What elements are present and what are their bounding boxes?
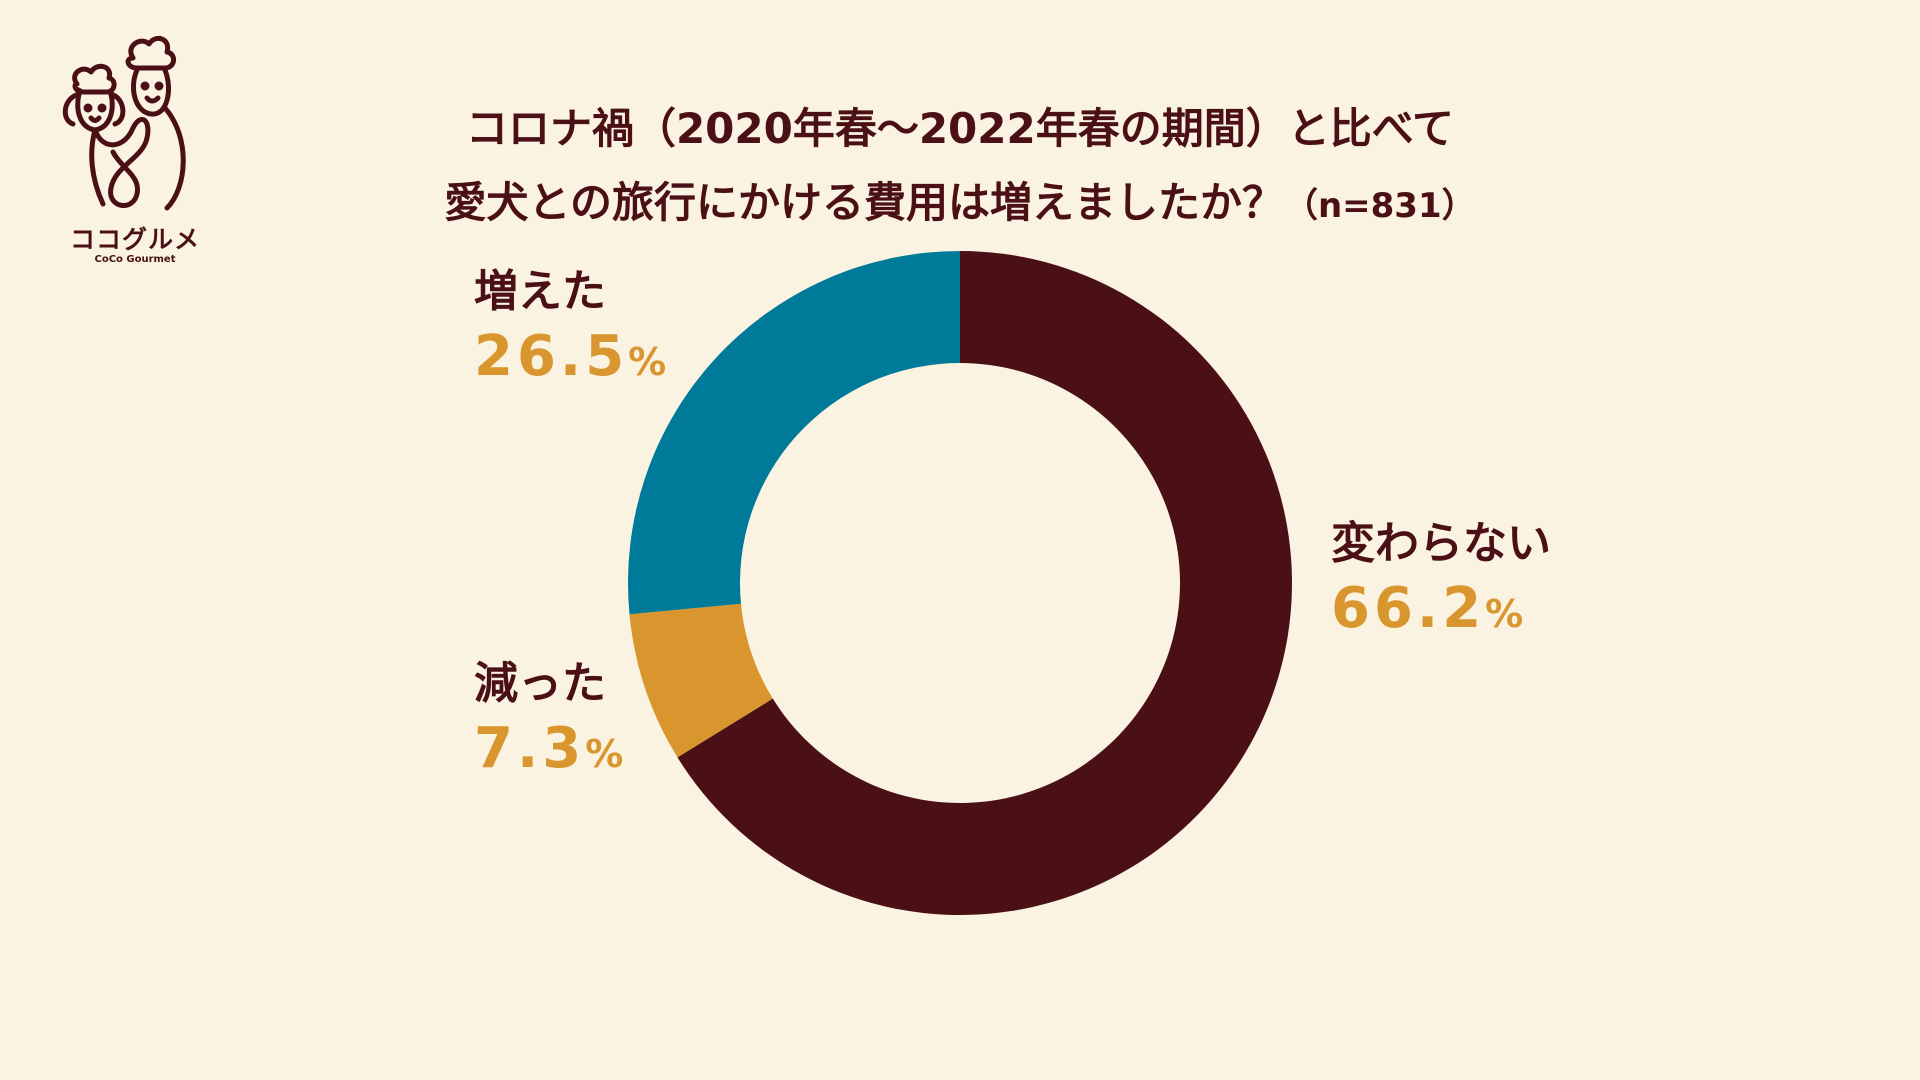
slice-decreased xyxy=(629,603,773,758)
coco-gourmet-logo: ココグルメ CoCo Gourmet xyxy=(55,28,215,265)
chart-title: コロナ禍（2020年春〜2022年春の期間）と比べて 愛犬との旅行にかける費用は… xyxy=(0,92,1920,243)
title-line-1: コロナ禍（2020年春〜2022年春の期間）と比べて xyxy=(465,104,1455,153)
label-unchanged-unit: % xyxy=(1485,592,1524,636)
logo-name: ココグルメ xyxy=(69,225,200,254)
slice-increased xyxy=(628,250,960,615)
label-unchanged: 変わらない 66.2% xyxy=(1331,515,1551,650)
label-decreased: 減った 7.3% xyxy=(474,655,623,790)
label-decreased-unit: % xyxy=(585,732,624,776)
label-increased: 増えた 26.5% xyxy=(474,263,666,398)
label-increased-percent: 26.5 xyxy=(474,324,629,389)
label-decreased-name: 減った xyxy=(474,658,606,709)
label-decreased-value: 7.3% xyxy=(474,713,623,790)
title-line-2: 愛犬との旅行にかける費用は増えましたか？ xyxy=(444,178,1284,227)
label-increased-unit: % xyxy=(628,340,667,384)
dog-and-person-logo-icon xyxy=(62,35,186,211)
label-unchanged-name: 変わらない xyxy=(1331,518,1551,569)
label-increased-name: 増えた xyxy=(474,266,606,317)
label-decreased-percent: 7.3 xyxy=(474,716,586,781)
label-unchanged-value: 66.2% xyxy=(1331,573,1551,650)
logo-subtitle: CoCo Gourmet xyxy=(94,254,176,265)
label-increased-value: 26.5% xyxy=(474,321,666,398)
slice-unchanged xyxy=(677,251,1292,916)
label-unchanged-percent: 66.2 xyxy=(1331,576,1486,641)
sample-size: （n=831） xyxy=(1283,186,1476,226)
